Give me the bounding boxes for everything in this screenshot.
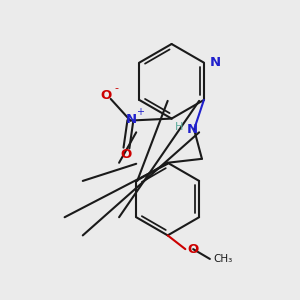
Text: O: O <box>121 148 132 161</box>
Text: CH₃: CH₃ <box>214 254 233 264</box>
Text: O: O <box>187 243 199 256</box>
Text: N: N <box>126 113 137 126</box>
Text: +: + <box>136 107 144 117</box>
Text: N: N <box>187 123 198 136</box>
Text: H: H <box>175 122 184 132</box>
Text: O: O <box>100 88 112 101</box>
Text: N: N <box>210 56 221 69</box>
Text: -: - <box>115 83 119 93</box>
